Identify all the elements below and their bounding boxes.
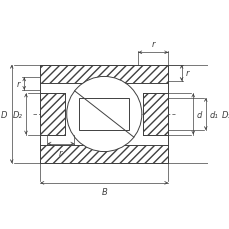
Text: r: r (185, 69, 189, 78)
Text: D: D (1, 110, 7, 119)
Text: D₂: D₂ (13, 110, 22, 119)
Text: d₁: d₁ (208, 110, 217, 119)
Bar (40, 65, 167, 83)
Text: D₁: D₁ (221, 110, 229, 119)
Text: r: r (151, 40, 154, 49)
Bar (142, 94, 167, 135)
Bar (40, 94, 65, 135)
Text: B: B (101, 188, 107, 196)
Bar (79, 98, 129, 131)
Text: r: r (16, 80, 20, 89)
Bar (40, 65, 167, 164)
Circle shape (71, 82, 136, 147)
Circle shape (66, 77, 141, 152)
Bar (40, 146, 167, 164)
Bar (40, 65, 167, 164)
Text: d: d (196, 110, 201, 119)
Text: r: r (59, 148, 62, 157)
